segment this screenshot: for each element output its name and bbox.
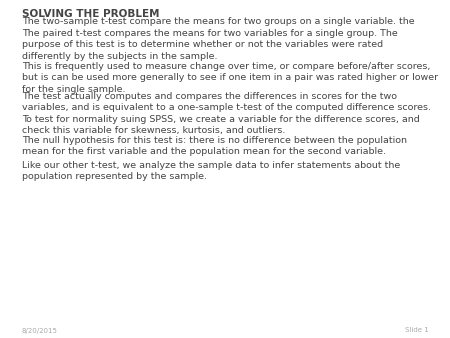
Text: Slide 1: Slide 1 (405, 328, 428, 334)
Text: SOLVING THE PROBLEM: SOLVING THE PROBLEM (22, 9, 159, 19)
Text: The null hypothesis for this test is: there is no difference between the populat: The null hypothesis for this test is: th… (22, 136, 407, 156)
Text: 8/20/2015: 8/20/2015 (22, 328, 58, 334)
Text: Like our other t-test, we analyze the sample data to infer statements about the
: Like our other t-test, we analyze the sa… (22, 161, 400, 182)
Text: This is frequently used to measure change over time, or compare before/after sco: This is frequently used to measure chang… (22, 62, 438, 94)
Text: To test for normality suing SPSS, we create a variable for the difference scores: To test for normality suing SPSS, we cre… (22, 115, 419, 135)
Text: The two-sample t-test compare the means for two groups on a single variable. the: The two-sample t-test compare the means … (22, 18, 414, 61)
Text: The test actually computes and compares the differences in scores for the two
va: The test actually computes and compares … (22, 92, 431, 113)
